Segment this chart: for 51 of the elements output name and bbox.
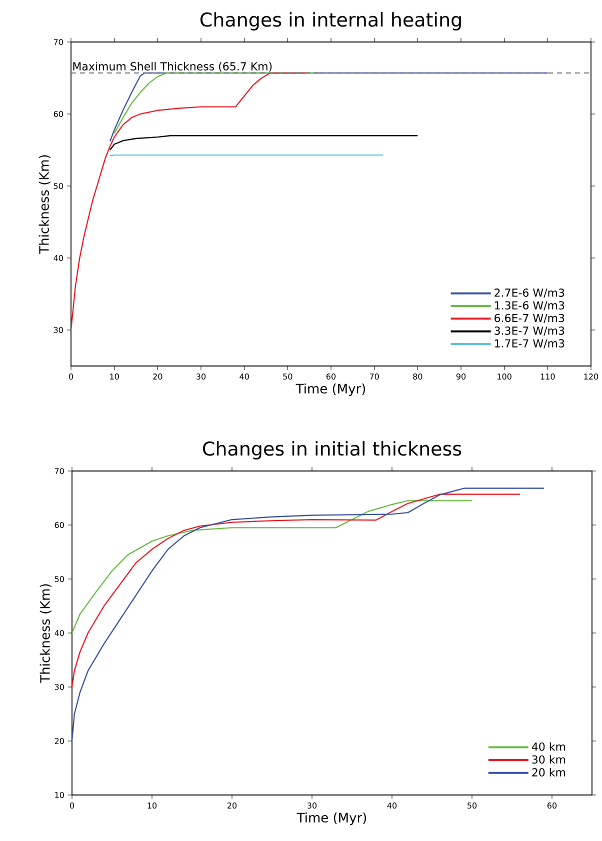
y-tick-label: 50: [54, 182, 63, 190]
x-tick-label: 40: [387, 802, 397, 809]
line-series: [72, 494, 521, 688]
legend-label: 1.3E-6 W/m3: [495, 301, 564, 310]
ref-line-label: Maximum Shell Thickness (65.7 Km): [73, 62, 272, 72]
legend-label: 40 km: [532, 742, 566, 751]
legend-label: 1.7E-7 W/m3: [495, 339, 564, 348]
x-tick-label: 80: [413, 374, 422, 380]
y-tick-label: 10: [55, 792, 64, 798]
x-tick-label: 30: [196, 374, 206, 380]
y-tick-label: 30: [54, 684, 64, 690]
x-axis-title: Time (Myr): [296, 812, 366, 826]
x-tick-label: 120: [584, 374, 598, 380]
x-tick-label: 0: [69, 374, 74, 380]
y-axis-title: Thickness (Km): [40, 584, 52, 683]
line-series: [72, 500, 473, 634]
legend-label: 20 km: [532, 768, 566, 776]
x-tick-label: 10: [110, 374, 119, 380]
y-tick-label: 70: [54, 38, 63, 46]
y-tick-label: 40: [54, 254, 63, 262]
x-tick-label: 0: [70, 802, 74, 809]
x-axis-title: Time (Myr): [296, 383, 366, 396]
x-tick-label: 50: [468, 802, 477, 809]
y-tick-label: 70: [54, 468, 64, 474]
legend-label: 2.7E-6 W/m3: [494, 288, 564, 298]
line-series: [72, 488, 545, 742]
y-tick-label: 60: [54, 110, 63, 118]
line-series: [109, 135, 418, 151]
y-tick-label: 40: [54, 630, 64, 636]
y-tick-label: 20: [54, 738, 64, 744]
x-tick-label: 50: [283, 374, 292, 380]
x-tick-label: 100: [498, 374, 512, 380]
x-tick-label: 20: [153, 374, 162, 380]
y-tick-label: 50: [54, 576, 64, 582]
y-tick-label: 60: [54, 522, 64, 528]
chart-title: Changes in initial thickness: [203, 441, 462, 460]
x-tick-label: 70: [370, 374, 379, 380]
x-tick-label: 40: [240, 374, 249, 380]
legend-label: 30 km: [532, 755, 566, 764]
x-tick-label: 20: [228, 802, 237, 809]
y-tick-label: 30: [54, 326, 63, 334]
x-tick-label: 10: [148, 802, 157, 809]
x-tick-label: 110: [540, 374, 555, 380]
y-axis-title: Thickness (Km): [38, 155, 50, 254]
chart-title: Changes in internal heating: [200, 12, 461, 30]
x-tick-label: 60: [547, 802, 557, 809]
x-tick-label: 60: [326, 374, 336, 380]
legend-label: 6.6E-7 W/m3: [494, 314, 564, 324]
legend-label: 3.3E-7 W/m3: [494, 326, 564, 336]
x-tick-label: 90: [456, 374, 466, 380]
x-tick-label: 30: [308, 802, 317, 809]
